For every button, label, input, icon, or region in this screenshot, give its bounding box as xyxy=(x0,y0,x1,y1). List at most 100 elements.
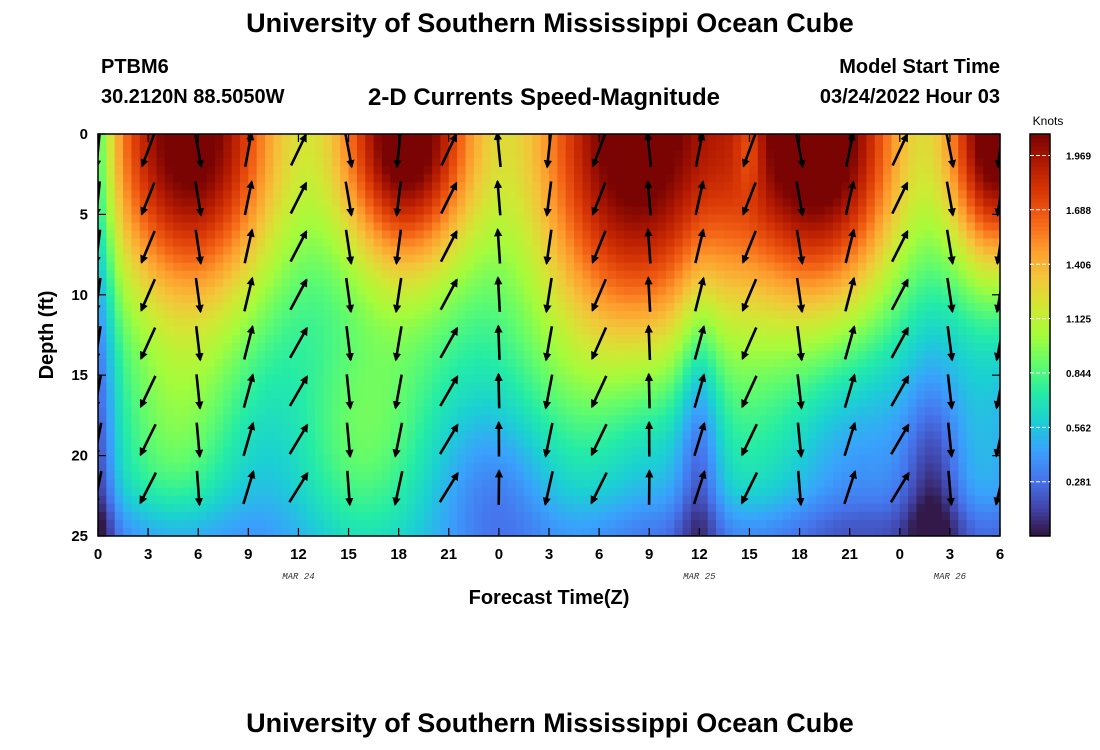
heatmap-cell xyxy=(265,447,274,457)
heatmap-cell xyxy=(699,463,709,473)
heatmap-cell xyxy=(256,262,266,272)
heatmap-cell xyxy=(732,166,742,175)
heatmap-cell xyxy=(866,206,876,215)
heatmap-cell xyxy=(114,439,124,449)
heatmap-cell xyxy=(482,222,492,232)
heatmap-cell xyxy=(523,222,533,232)
heatmap-cell xyxy=(139,343,149,352)
heatmap-cell xyxy=(682,254,692,264)
heatmap-cell xyxy=(665,471,675,481)
heatmap-cell xyxy=(239,423,249,433)
heatmap-cell xyxy=(933,158,943,167)
heatmap-cell xyxy=(707,278,717,288)
heatmap-cell xyxy=(874,174,884,183)
heatmap-cell xyxy=(991,391,1000,400)
heatmap-cell xyxy=(707,383,717,392)
heatmap-cell xyxy=(549,238,558,248)
heatmap-cell xyxy=(649,166,659,175)
heatmap-cell xyxy=(899,455,909,465)
heatmap-cell xyxy=(557,415,567,425)
heatmap-cell xyxy=(958,206,968,215)
heatmap-cell xyxy=(507,391,517,400)
heatmap-cell xyxy=(148,391,158,400)
heatmap-cell xyxy=(356,158,366,167)
heatmap-cell xyxy=(98,407,107,416)
heatmap-cell xyxy=(699,439,709,449)
heatmap-cell xyxy=(741,343,751,352)
heatmap-cell xyxy=(949,487,959,497)
heatmap-cell xyxy=(858,222,867,232)
heatmap-cell xyxy=(924,326,934,336)
heatmap-cell xyxy=(298,439,308,449)
heatmap-cell xyxy=(782,262,792,272)
heatmap-cell xyxy=(866,166,876,175)
heatmap-cell xyxy=(716,142,725,151)
heatmap-cell xyxy=(607,294,617,304)
heatmap-cell xyxy=(198,407,208,416)
heatmap-cell xyxy=(348,214,358,224)
heatmap-cell xyxy=(557,222,567,232)
heatmap-cell xyxy=(365,479,375,489)
heatmap-cell xyxy=(757,383,767,392)
heatmap-cell xyxy=(849,270,859,280)
heatmap-cell xyxy=(181,190,191,199)
heatmap-cell xyxy=(515,134,525,143)
heatmap-cell xyxy=(457,206,467,215)
heatmap-cell xyxy=(657,206,667,215)
heatmap-cell xyxy=(866,359,876,368)
heatmap-cell xyxy=(849,198,859,207)
heatmap-cell xyxy=(724,359,734,368)
heatmap-cell xyxy=(164,431,174,441)
heatmap-cell xyxy=(732,455,742,465)
heatmap-cell xyxy=(682,415,692,425)
heatmap-cell xyxy=(415,479,425,489)
heatmap-cell xyxy=(448,214,458,224)
heatmap-cell xyxy=(265,375,274,384)
heatmap-cell xyxy=(741,278,751,288)
heatmap-cell xyxy=(949,431,959,441)
heatmap-cell xyxy=(557,182,567,191)
heatmap-cell xyxy=(173,246,183,256)
heatmap-cell xyxy=(582,310,592,320)
heatmap-cell xyxy=(164,158,174,167)
heatmap-cell xyxy=(832,182,842,191)
heatmap-cell xyxy=(306,302,316,312)
heatmap-cell xyxy=(624,399,634,408)
heatmap-cell xyxy=(440,246,450,256)
heatmap-cell xyxy=(665,158,675,167)
heatmap-cell xyxy=(774,134,784,143)
heatmap-cell xyxy=(891,294,901,304)
heatmap-cell xyxy=(640,246,650,256)
heatmap-cell xyxy=(866,278,876,288)
heatmap-cell xyxy=(206,359,216,368)
heatmap-cell xyxy=(949,375,959,384)
heatmap-cell xyxy=(206,198,216,207)
heatmap-cell xyxy=(273,310,283,320)
heatmap-cell xyxy=(315,286,325,296)
heatmap-cell xyxy=(440,286,450,296)
heatmap-cell xyxy=(699,407,709,416)
heatmap-cell xyxy=(774,206,784,215)
heatmap-cell xyxy=(248,174,258,183)
heatmap-cell xyxy=(457,302,467,312)
heatmap-cell xyxy=(949,262,959,272)
heatmap-cell xyxy=(841,182,851,191)
heatmap-cell xyxy=(974,166,984,175)
heatmap-cell xyxy=(949,182,959,191)
heatmap-cell xyxy=(782,479,792,489)
heatmap-cell xyxy=(498,270,508,280)
heatmap-cell xyxy=(356,375,366,384)
heatmap-cell xyxy=(498,479,508,489)
heatmap-cell xyxy=(958,190,968,199)
heatmap-cell xyxy=(607,391,617,400)
heatmap-cell xyxy=(707,455,717,465)
heatmap-cell xyxy=(423,391,433,400)
heatmap-cell xyxy=(732,318,742,328)
heatmap-cell xyxy=(340,495,350,505)
heatmap-cell xyxy=(699,310,709,320)
heatmap-cell xyxy=(574,238,584,248)
heatmap-cell xyxy=(916,302,926,312)
heatmap-cell xyxy=(290,262,300,272)
heatmap-cell xyxy=(699,262,709,272)
heatmap-cell xyxy=(574,439,584,449)
